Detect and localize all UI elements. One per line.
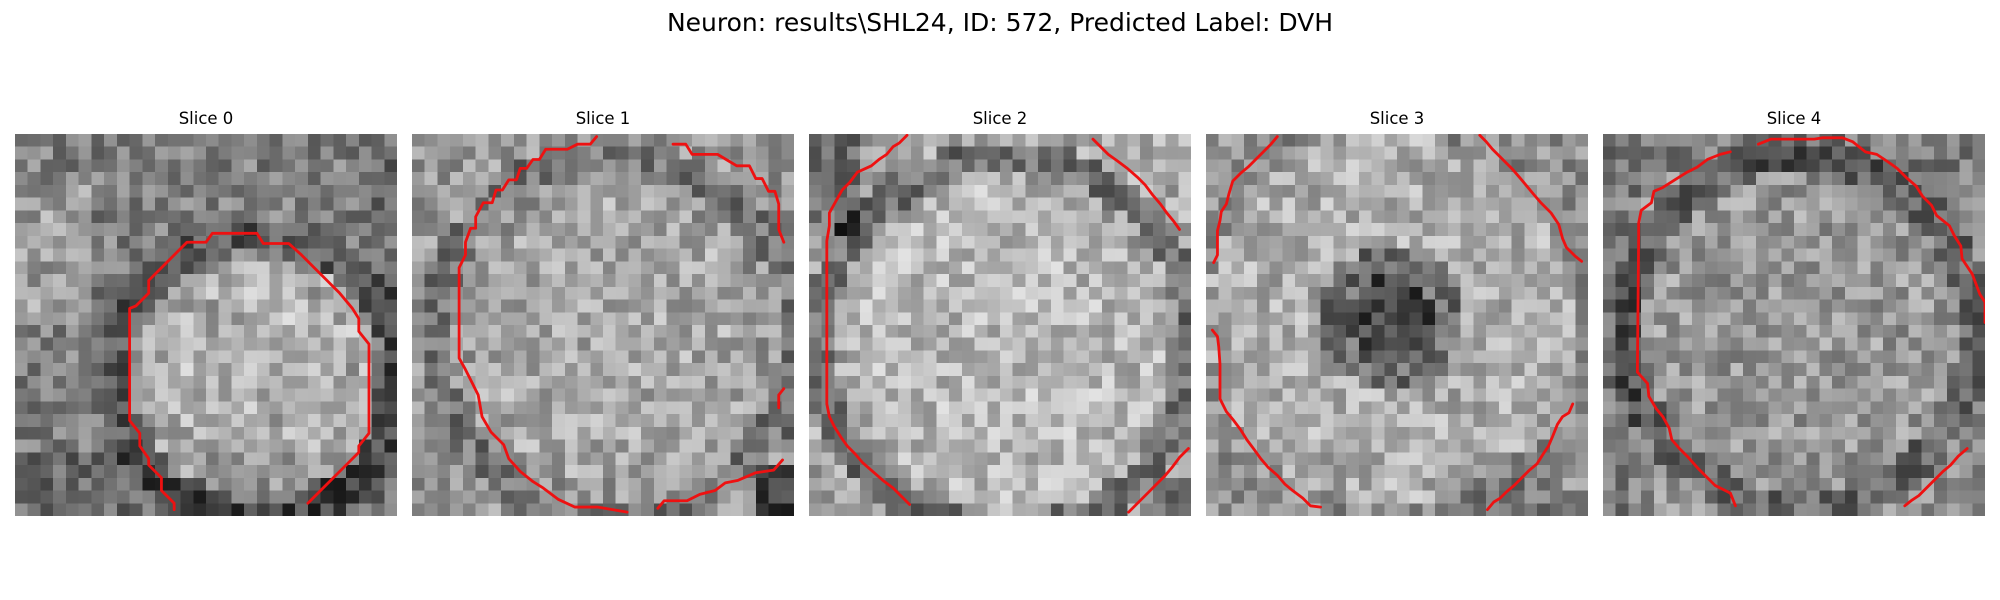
microscopy-slice-image <box>1206 134 1588 516</box>
contour-segment <box>1091 137 1181 231</box>
contour-segment <box>1212 135 1279 265</box>
slice-title: Slice 3 <box>1369 109 1425 128</box>
neuron-contour-overlay <box>457 135 786 514</box>
contour-segment <box>1903 447 1969 508</box>
slice-title: Slice 0 <box>178 109 234 128</box>
contour-segment <box>1478 134 1584 263</box>
slice-title: Slice 1 <box>575 109 631 128</box>
contour-segment <box>1756 136 1985 324</box>
neuron-contour-overlay <box>825 134 1190 514</box>
slice-title: Slice 2 <box>972 109 1028 128</box>
contour-segment <box>1486 402 1575 512</box>
neuron-contour-overlay <box>1210 134 1584 512</box>
microscopy-slice-image <box>412 134 794 516</box>
contour-segment <box>128 231 371 512</box>
contour-segment <box>656 458 784 510</box>
contour-segment <box>671 142 786 244</box>
contour-segment <box>1210 328 1323 509</box>
contour-segment <box>457 135 629 514</box>
microscopy-slice-image <box>1603 134 1985 516</box>
microscopy-slice-image <box>809 134 1191 516</box>
contour-segment <box>1635 150 1737 508</box>
contour-segment <box>1127 447 1190 514</box>
slice-title: Slice 4 <box>1766 109 1822 128</box>
neuron-contour-overlay <box>1635 136 1985 508</box>
contour-segment <box>777 387 786 410</box>
figure-title: Neuron: results\SHL24, ID: 572, Predicte… <box>666 8 1334 37</box>
microscopy-slice-image <box>15 134 397 516</box>
contour-segment <box>825 134 911 506</box>
neuron-contour-overlay <box>128 231 371 512</box>
